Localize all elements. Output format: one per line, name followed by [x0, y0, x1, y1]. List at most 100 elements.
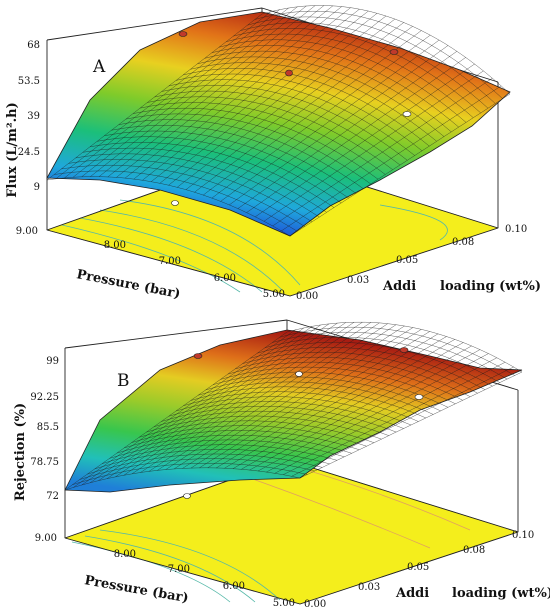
x-axis-label-b: Pressure (bar) [83, 573, 189, 606]
mesh-line [197, 56, 445, 137]
z-tick-label: 9 [34, 182, 40, 193]
mesh-line [204, 50, 452, 133]
y-ticks-b: 0.00 0.03 0.05 0.08 0.10 [304, 530, 534, 610]
x-tick-label: 9.00 [35, 533, 57, 544]
x-tick-label: 7.00 [168, 564, 190, 575]
z-tick-label: 24.5 [18, 147, 40, 158]
back-top-edge [64, 319, 288, 349]
z-tick-label: 99 [46, 356, 59, 367]
x-tick-label: 8.00 [104, 240, 126, 251]
floor-contour-line [99, 209, 283, 291]
z-tick-label: 68 [27, 40, 40, 51]
floor-contours [61, 199, 448, 293]
mesh-line [104, 130, 349, 199]
z-tick-label: 78.75 [30, 457, 59, 468]
mesh-line [240, 22, 489, 109]
mesh-line [82, 147, 327, 213]
mesh-line [242, 352, 478, 394]
mesh-line [54, 170, 298, 232]
mesh-line [109, 439, 345, 459]
mesh-line [111, 125, 357, 194]
y-tick-label: 0.10 [505, 224, 527, 235]
z-tick-label: 85.5 [37, 422, 59, 433]
mesh-line [249, 347, 486, 390]
mesh-line [198, 381, 434, 415]
floor-contour-line [99, 529, 281, 601]
mesh-line [64, 467, 301, 491]
x-axis-line [46, 229, 291, 297]
mesh-line [116, 435, 352, 454]
z-ticks-b: 99 92.25 85.5 78.75 72 [30, 356, 59, 502]
y-tick-label: 0.10 [512, 530, 534, 541]
y-ticks-a: 0.00 0.03 0.05 0.08 0.10 [296, 224, 527, 302]
y-axis-label-a-part1: Addi [382, 279, 416, 294]
x-tick-label: 8.00 [114, 549, 136, 560]
y-tick-label: 0.05 [407, 562, 429, 573]
mesh-line [226, 33, 474, 118]
design-point [193, 353, 203, 359]
mesh-line [46, 176, 291, 237]
y-tick-label: 0.05 [396, 255, 418, 266]
floor-contour-line [299, 467, 471, 531]
mesh-line [227, 361, 463, 401]
floor-contour-line [379, 204, 448, 241]
mesh-line [154, 90, 401, 166]
surface-fill [64, 329, 523, 493]
x-tick-label: 7.00 [159, 256, 181, 267]
x-tick-label: 9.00 [16, 226, 38, 237]
mesh-line [168, 79, 415, 156]
mesh-line [175, 396, 412, 426]
mesh-line [261, 5, 511, 95]
y-axis-label-b-part1: Addi [395, 586, 429, 601]
mesh-line [190, 62, 437, 142]
x-tick-label: 6.00 [214, 273, 236, 284]
mesh-line [168, 401, 404, 429]
mesh-line [124, 430, 360, 450]
mesh-line [286, 322, 523, 373]
panel-b-rejection: B 99 92.25 85.5 78.75 72 Rejection (%) 9… [13, 319, 550, 610]
mesh-line [247, 16, 496, 104]
panel-label-b: B [117, 371, 130, 391]
x-ticks-a: 9.00 8.00 7.00 6.00 5.00 [16, 226, 285, 300]
panel-a-flux: A 68 53.5 39 24.5 9 Flux (L/m².h) 9.00 8… [5, 5, 541, 302]
y-tick-label: 0.03 [358, 582, 380, 593]
mesh-line [153, 411, 389, 436]
mesh-line [205, 376, 441, 412]
mesh-line [89, 142, 335, 208]
mesh-line [72, 463, 308, 485]
design-point [178, 31, 188, 37]
mesh-line [183, 391, 419, 422]
x-axis-line [64, 537, 301, 605]
design-point [183, 493, 191, 499]
mesh-line [254, 11, 503, 99]
design-points-a [171, 31, 412, 206]
mesh-line [79, 458, 315, 480]
y-axis-label-b-part2: loading (wt%) [452, 586, 550, 601]
back-top-edge [46, 7, 263, 41]
mesh-line [161, 85, 408, 161]
mesh-line [279, 327, 515, 376]
mesh-line [87, 453, 323, 475]
z-axis-label-a: Flux (L/m².h) [5, 102, 20, 198]
mesh-line [175, 73, 423, 151]
mesh-line [94, 449, 330, 470]
z-tick-label: 92.25 [30, 392, 59, 403]
design-point [402, 111, 412, 117]
mesh-line [125, 113, 371, 185]
mesh-line [235, 357, 471, 397]
mesh-line [257, 342, 493, 387]
y-tick-label: 0.08 [463, 545, 485, 556]
mesh-line [146, 415, 382, 440]
floor-contour-line [84, 535, 256, 603]
mesh-line [212, 371, 449, 408]
y-tick-label: 0.00 [296, 291, 318, 302]
design-point [399, 347, 409, 353]
design-point [414, 394, 424, 400]
mesh-line [131, 425, 367, 447]
mesh-line [140, 102, 386, 175]
mesh-line [138, 420, 375, 443]
mesh-line [190, 386, 426, 419]
y-tick-label: 0.00 [304, 599, 326, 610]
x-tick-label: 5.00 [263, 289, 285, 300]
